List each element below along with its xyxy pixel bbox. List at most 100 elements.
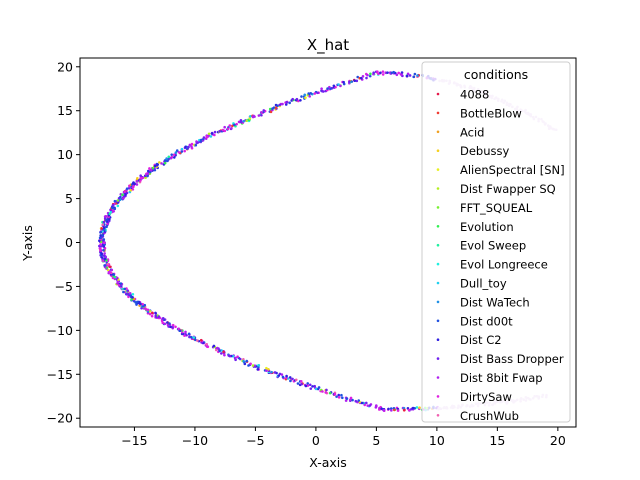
data-point xyxy=(234,356,237,360)
legend-marker xyxy=(436,319,440,323)
data-point xyxy=(277,374,281,377)
data-point xyxy=(308,383,312,387)
data-point xyxy=(148,312,152,316)
legend-entry-label: AlienSpectral [SN] xyxy=(460,163,565,177)
data-point xyxy=(408,74,412,77)
data-point xyxy=(317,386,321,389)
legend-marker xyxy=(436,168,440,171)
data-point xyxy=(285,374,288,378)
data-point xyxy=(316,91,319,95)
data-point xyxy=(384,71,388,75)
data-point xyxy=(320,87,323,90)
data-point xyxy=(337,393,341,397)
data-point xyxy=(262,109,266,112)
data-point xyxy=(393,408,396,412)
data-point xyxy=(247,364,250,367)
data-point xyxy=(180,147,184,151)
data-point xyxy=(146,308,150,312)
data-point xyxy=(369,72,372,76)
data-point xyxy=(356,75,360,79)
x-axis-label: X-axis xyxy=(309,455,347,470)
data-point xyxy=(125,187,129,190)
legend-marker xyxy=(436,225,440,228)
data-point xyxy=(130,298,133,301)
legend-marker xyxy=(436,281,440,285)
data-point xyxy=(257,364,261,367)
data-point xyxy=(245,119,249,122)
data-point xyxy=(396,409,400,412)
data-point xyxy=(335,395,338,398)
data-point xyxy=(376,70,379,74)
data-point xyxy=(163,322,167,326)
data-point xyxy=(320,89,324,93)
data-point xyxy=(387,407,390,411)
data-point xyxy=(299,98,302,102)
data-point xyxy=(213,130,217,134)
data-point xyxy=(113,199,117,203)
y-tick-label: 15 xyxy=(57,103,73,118)
data-point xyxy=(239,118,243,122)
y-axis-ticks: −20 −15 −10 −5 0 5 10 15 20 xyxy=(47,59,80,426)
data-point xyxy=(249,115,252,118)
data-point xyxy=(380,407,383,410)
data-point xyxy=(136,177,139,180)
data-point xyxy=(131,296,134,299)
legend-entry-label: Dist Fwapper SQ xyxy=(460,182,556,196)
data-point xyxy=(99,243,102,246)
data-point xyxy=(102,248,105,252)
data-point xyxy=(139,176,143,180)
data-point xyxy=(265,369,268,372)
data-point xyxy=(192,336,195,339)
legend-entry-label: Debussy xyxy=(460,144,510,158)
data-point xyxy=(202,136,206,139)
data-point xyxy=(235,122,238,126)
data-point xyxy=(415,406,419,409)
data-point xyxy=(303,93,307,97)
data-point xyxy=(237,120,241,124)
data-point xyxy=(296,382,300,385)
legend-entry-label: Evolution xyxy=(460,220,514,234)
data-point xyxy=(194,338,197,342)
data-point xyxy=(309,387,313,390)
data-point xyxy=(128,291,132,295)
x-tick-label: 0 xyxy=(312,433,320,448)
data-point xyxy=(119,282,123,285)
data-point xyxy=(163,161,167,165)
data-point xyxy=(329,87,333,90)
data-point xyxy=(406,72,410,76)
data-point xyxy=(125,292,129,296)
data-point xyxy=(285,100,289,104)
legend-title: conditions xyxy=(464,67,528,82)
data-point xyxy=(214,348,218,352)
data-point xyxy=(288,376,292,379)
data-point xyxy=(386,71,389,74)
x-tick-label: −15 xyxy=(121,433,147,448)
data-point xyxy=(260,113,263,117)
data-point xyxy=(167,155,171,159)
data-point xyxy=(354,399,358,403)
data-point xyxy=(249,362,252,366)
data-point xyxy=(99,230,103,234)
data-point xyxy=(220,352,223,355)
x-tick-label: −10 xyxy=(182,433,208,448)
data-point xyxy=(157,315,161,318)
legend: conditions 4088 BottleBlow Acid Debussy Alie… xyxy=(421,61,571,423)
data-point xyxy=(141,302,144,306)
data-point xyxy=(169,156,173,160)
data-point xyxy=(207,132,211,136)
data-point xyxy=(139,174,142,177)
data-point xyxy=(98,239,101,243)
legend-marker xyxy=(436,187,440,190)
data-point xyxy=(103,252,106,255)
data-point xyxy=(274,106,278,109)
data-point xyxy=(178,329,182,332)
data-point xyxy=(242,119,245,123)
data-point xyxy=(379,71,382,75)
data-point xyxy=(233,123,236,127)
data-point xyxy=(313,384,316,388)
data-point xyxy=(400,71,404,74)
data-point xyxy=(108,218,111,221)
data-point xyxy=(156,163,160,166)
data-point xyxy=(103,217,107,220)
